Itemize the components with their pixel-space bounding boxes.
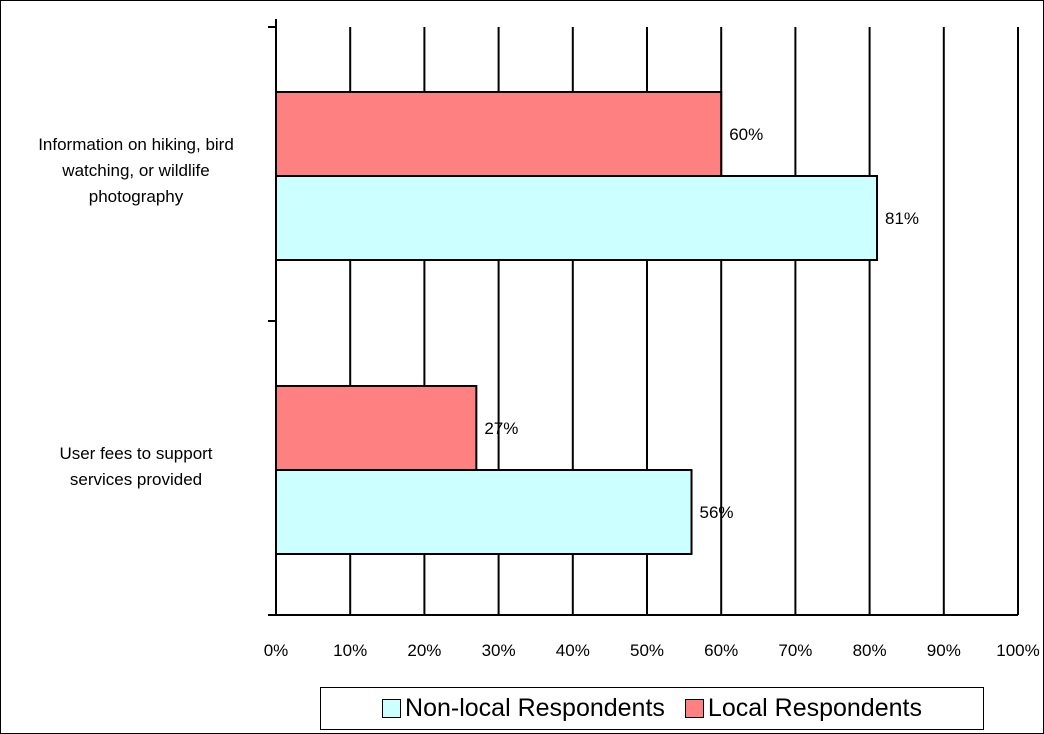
category-label-0: Information on hiking, bird watching, or… xyxy=(6,132,266,210)
x-tick-label: 40% xyxy=(556,641,590,660)
category-label-line: services provided xyxy=(69,470,203,489)
x-tick-label: 60% xyxy=(704,641,738,660)
axes xyxy=(268,19,1018,616)
x-tick-label: 50% xyxy=(630,641,664,660)
category-label-line: watching, or wildlife xyxy=(62,161,210,180)
legend-item-local: Local Respondents xyxy=(684,694,922,723)
x-tick-label: 0% xyxy=(264,641,289,660)
bar xyxy=(275,91,723,177)
x-tick-label: 70% xyxy=(778,641,812,660)
data-labels: 60% 81% 27% 56% xyxy=(484,125,919,522)
category-label-line: Information on hiking, bird xyxy=(38,135,234,154)
bars xyxy=(275,91,879,555)
data-label: 81% xyxy=(885,209,919,228)
category-label-1: User fees to support services provided xyxy=(6,441,266,493)
legend: Non-local Respondents Local Respondents xyxy=(320,687,984,730)
x-tick-label: 90% xyxy=(927,641,961,660)
bar xyxy=(275,469,693,555)
legend-swatch-local xyxy=(684,699,704,718)
bar xyxy=(275,385,478,471)
x-tick-label: 30% xyxy=(482,641,516,660)
category-label-line: User fees to support xyxy=(59,444,213,463)
category-label-line: photography xyxy=(88,187,184,206)
data-label: 60% xyxy=(729,125,763,144)
x-tick-label: 10% xyxy=(333,641,367,660)
x-tick-labels: 0% 10% 20% 30% 40% 50% 60% 70% 80% 90% 100% xyxy=(264,641,1040,660)
data-label: 56% xyxy=(700,503,734,522)
x-tick-label: 80% xyxy=(853,641,887,660)
x-tick-label: 100% xyxy=(996,641,1039,660)
legend-label-nonlocal: Non-local Respondents xyxy=(405,694,665,722)
data-label: 27% xyxy=(484,419,518,438)
legend-item-nonlocal: Non-local Respondents xyxy=(382,694,665,723)
bar xyxy=(275,175,879,261)
legend-swatch-nonlocal xyxy=(382,699,402,718)
x-tick-label: 20% xyxy=(407,641,441,660)
legend-label-local: Local Respondents xyxy=(707,694,922,722)
